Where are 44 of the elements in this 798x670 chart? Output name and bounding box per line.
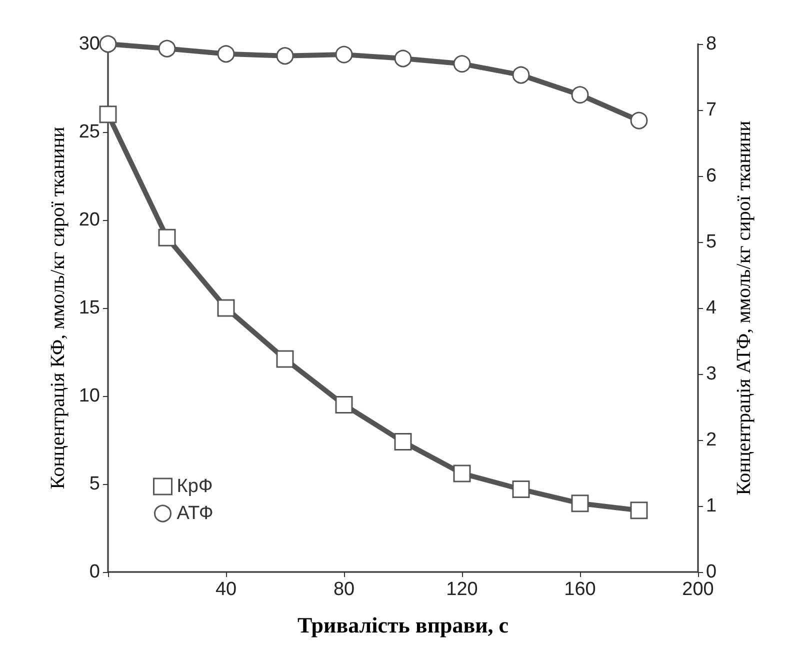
point	[335, 396, 353, 414]
point	[453, 464, 471, 482]
y-tick-label: 0	[89, 562, 100, 582]
point	[158, 40, 176, 58]
y2-tick-label: 4	[706, 298, 717, 318]
point	[394, 50, 412, 68]
legend-label: КрФ	[176, 476, 213, 497]
y2-tick-label: 5	[706, 232, 717, 252]
y2-tick-label: 8	[706, 34, 717, 54]
y2-tick-label: 2	[706, 430, 717, 450]
y2-tick-label: 3	[706, 364, 717, 384]
x-tick-label: 80	[333, 579, 355, 600]
point	[512, 480, 530, 498]
point	[335, 46, 353, 64]
point	[394, 433, 412, 451]
point	[512, 66, 530, 84]
y2-tick-label: 7	[706, 100, 717, 120]
y-tick-label: 10	[78, 386, 100, 406]
x-tick-label: 160	[564, 579, 596, 600]
y2-tick-label: 6	[706, 166, 717, 186]
point	[217, 45, 235, 63]
y-tick-label: 15	[78, 298, 100, 318]
point	[158, 228, 176, 246]
y-axis-title: Концентрація КФ, ммоль/кг сирої тканини	[46, 126, 69, 490]
point	[217, 299, 235, 317]
legend-label: АТФ	[176, 503, 214, 524]
point	[571, 86, 589, 104]
y-tick-label: 20	[78, 210, 100, 230]
point	[99, 106, 117, 124]
point	[99, 35, 117, 53]
y2-tick-label: 1	[706, 496, 717, 516]
y2-axis-title: Концентрація АТФ, ммоль/кг сирої тканини	[733, 120, 755, 496]
y-tick-label: 30	[78, 34, 100, 54]
point	[276, 350, 294, 368]
point	[630, 502, 648, 520]
x-tick-label: 40	[215, 579, 237, 600]
point	[276, 47, 294, 65]
x-axis-title: Тривалість вправи, с	[297, 612, 509, 638]
point	[453, 55, 471, 73]
point	[630, 112, 648, 130]
point	[571, 494, 589, 512]
y-tick-label: 5	[89, 474, 100, 494]
y-tick-label: 25	[78, 122, 100, 142]
x-tick-label: 120	[446, 579, 478, 600]
